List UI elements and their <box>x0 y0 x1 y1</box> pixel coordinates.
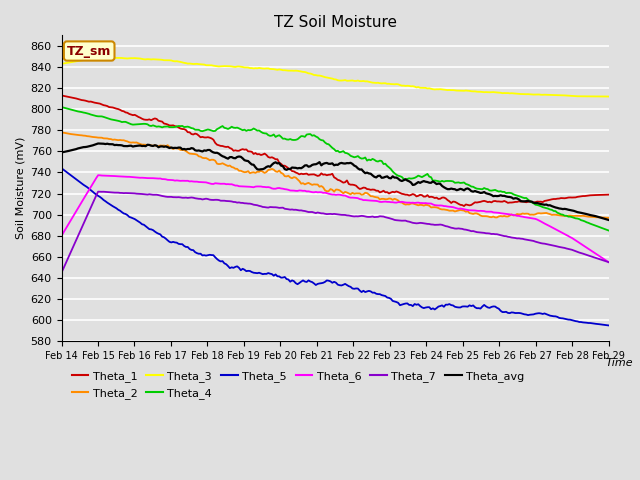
Theta_6 <box>385 199 393 205</box>
Theta_3 <box>383 81 391 87</box>
Theta_avg <box>556 205 563 211</box>
Theta_2 <box>381 196 389 202</box>
Theta_4 <box>58 104 65 110</box>
Theta_2 <box>58 130 65 135</box>
Theta_5 <box>554 314 561 320</box>
Line: Theta_5: Theta_5 <box>61 168 609 325</box>
X-axis label: Time: Time <box>605 358 634 368</box>
Theta_3 <box>520 91 528 97</box>
Theta_5 <box>58 166 65 171</box>
Theta_1 <box>605 192 612 197</box>
Theta_4 <box>60 105 67 110</box>
Line: Theta_3: Theta_3 <box>61 58 609 96</box>
Line: Theta_7: Theta_7 <box>61 192 609 273</box>
Theta_2 <box>392 197 400 203</box>
Line: Theta_6: Theta_6 <box>61 175 609 262</box>
Theta_4 <box>519 195 527 201</box>
Theta_1 <box>58 93 65 98</box>
Text: TZ_sm: TZ_sm <box>67 45 111 58</box>
Theta_6 <box>94 172 102 178</box>
Theta_avg <box>520 198 528 204</box>
Theta_5 <box>383 295 391 300</box>
Theta_avg <box>60 149 67 155</box>
Theta_5 <box>381 293 389 299</box>
Theta_7 <box>556 244 563 250</box>
Theta_4 <box>554 210 561 216</box>
Theta_1 <box>383 189 391 195</box>
Theta_avg <box>605 217 612 223</box>
Theta_3 <box>100 55 108 60</box>
Theta_avg <box>58 150 65 156</box>
Theta_7 <box>394 217 402 223</box>
Theta_4 <box>383 163 391 169</box>
Y-axis label: Soil Moisture (mV): Soil Moisture (mV) <box>15 137 25 240</box>
Theta_6 <box>383 199 391 205</box>
Theta_6 <box>60 230 67 236</box>
Theta_7 <box>94 189 102 194</box>
Theta_5 <box>519 311 527 317</box>
Theta_4 <box>392 172 400 178</box>
Theta_3 <box>58 61 65 67</box>
Theta_7 <box>383 215 391 220</box>
Theta_6 <box>394 199 402 205</box>
Theta_3 <box>385 81 393 86</box>
Theta_6 <box>556 228 563 234</box>
Theta_7 <box>385 215 393 221</box>
Line: Theta_2: Theta_2 <box>61 132 609 218</box>
Theta_2 <box>383 196 391 202</box>
Theta_2 <box>554 212 561 218</box>
Title: TZ Soil Moisture: TZ Soil Moisture <box>273 15 397 30</box>
Line: Theta_4: Theta_4 <box>61 107 609 230</box>
Line: Theta_avg: Theta_avg <box>61 144 609 220</box>
Theta_1 <box>381 190 389 195</box>
Theta_5 <box>392 299 400 305</box>
Theta_7 <box>58 270 65 276</box>
Theta_2 <box>605 215 612 221</box>
Theta_5 <box>605 323 612 328</box>
Theta_3 <box>605 94 612 99</box>
Theta_1 <box>392 189 400 194</box>
Theta_1 <box>60 93 67 99</box>
Theta_avg <box>394 176 402 181</box>
Theta_7 <box>605 259 612 265</box>
Line: Theta_1: Theta_1 <box>61 96 609 206</box>
Theta_7 <box>60 266 67 272</box>
Theta_avg <box>94 141 102 146</box>
Theta_avg <box>383 173 391 179</box>
Theta_3 <box>394 82 402 87</box>
Legend: Theta_1, Theta_2, Theta_3, Theta_4, Theta_5, Theta_6, Theta_7, Theta_avg: Theta_1, Theta_2, Theta_3, Theta_4, Thet… <box>67 367 529 403</box>
Theta_1 <box>460 203 468 209</box>
Theta_7 <box>520 237 528 242</box>
Theta_4 <box>605 228 612 233</box>
Theta_3 <box>556 92 563 98</box>
Theta_4 <box>381 161 389 167</box>
Theta_5 <box>60 167 67 172</box>
Theta_6 <box>58 233 65 239</box>
Theta_2 <box>519 211 527 216</box>
Theta_1 <box>520 199 528 204</box>
Theta_6 <box>605 259 612 265</box>
Theta_avg <box>385 175 393 181</box>
Theta_6 <box>520 214 528 220</box>
Theta_2 <box>60 130 67 135</box>
Theta_3 <box>60 60 67 66</box>
Theta_1 <box>556 196 563 202</box>
